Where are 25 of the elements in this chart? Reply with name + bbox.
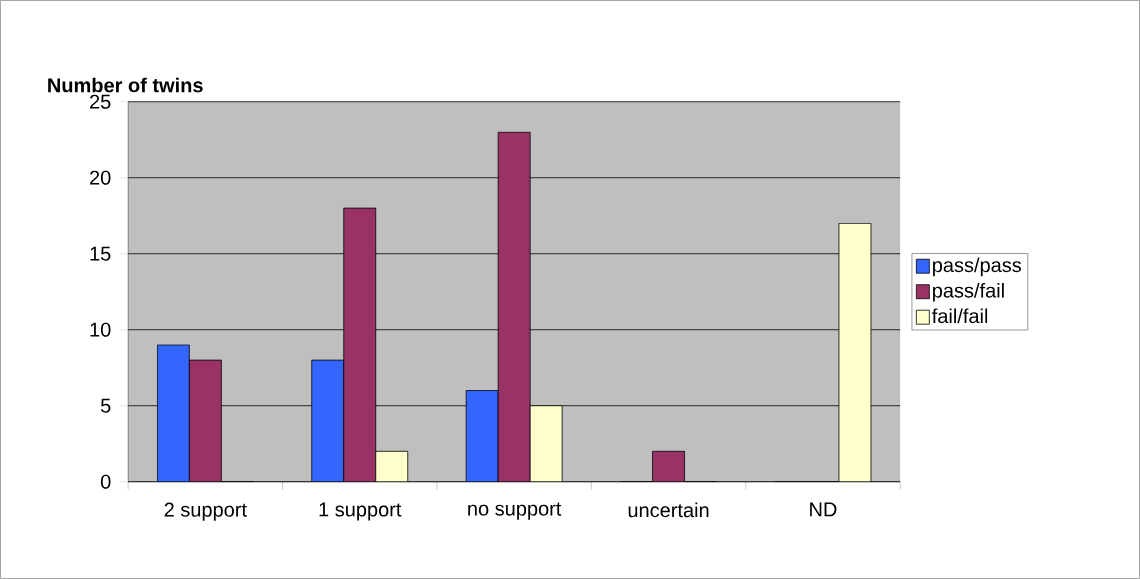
legend-label: fail/fail — [932, 308, 988, 324]
legend-label: pass/pass — [933, 257, 1022, 277]
bar — [529, 405, 563, 482]
bar — [497, 131, 531, 482]
y-tick-label: 20 — [90, 170, 111, 185]
y-tick-label: 15 — [90, 246, 111, 261]
y-tick-label: 5 — [100, 398, 111, 413]
x-tick-label: 2 support — [164, 502, 247, 521]
bar — [465, 390, 499, 482]
bar — [838, 222, 872, 482]
chart-title: Number of twins — [48, 77, 203, 93]
bar — [188, 359, 222, 482]
bar — [652, 450, 685, 482]
x-tick-label: uncertain — [628, 502, 709, 518]
y-tick-label: 25 — [90, 94, 111, 109]
bar — [375, 450, 409, 482]
legend-label: pass/fail — [933, 282, 1004, 302]
bar — [156, 344, 190, 482]
y-tick-label: 0 — [100, 474, 111, 489]
y-tick-label: 10 — [90, 322, 111, 337]
x-tick-label: ND — [810, 502, 837, 517]
bar — [343, 207, 377, 482]
x-tick-label: no support — [468, 502, 562, 520]
bar — [311, 359, 345, 482]
x-tick-label: 1 support — [319, 502, 402, 521]
